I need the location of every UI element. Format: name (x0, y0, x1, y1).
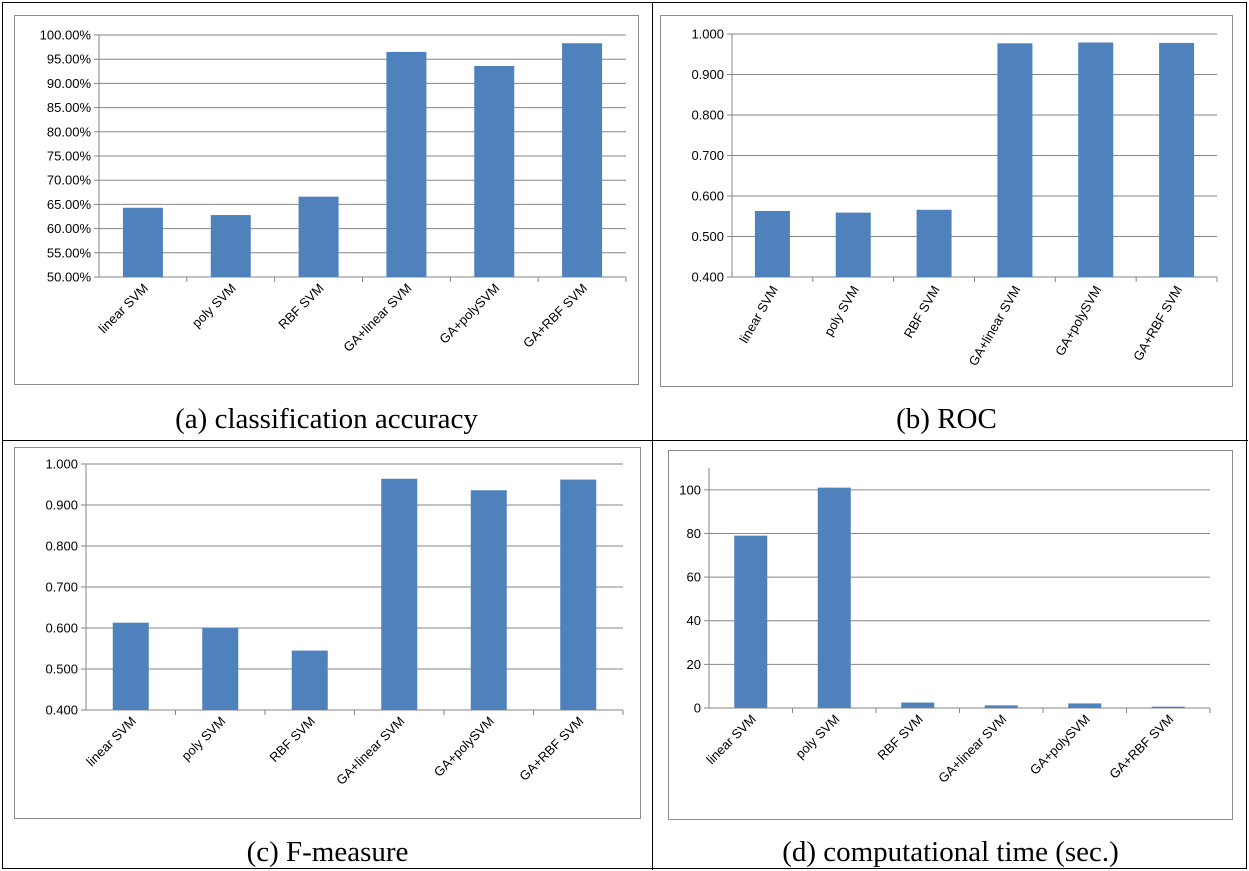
bar (381, 478, 418, 710)
y-tick-label: 0.600 (691, 189, 724, 204)
bar (1068, 703, 1102, 708)
y-tick-label: 75.00% (47, 149, 92, 164)
chart-svg: 50.00% 55.00% 60.00% 65.00% 70.00% 75.00% 80.0… (40, 28, 627, 355)
x-category-label: GA+linear SVM (935, 712, 1009, 786)
bar (901, 702, 935, 708)
y-tick-label: 0.400 (691, 270, 724, 285)
y-tick-label: 60.00% (47, 221, 92, 236)
bar (997, 43, 1033, 277)
y-tick-label: 0.600 (45, 621, 78, 636)
bar (562, 43, 603, 278)
x-category-label: RBF SVM (266, 714, 317, 765)
y-tick-label: 60 (687, 570, 701, 585)
grid-divider-horizontal (3, 440, 1248, 441)
bar (560, 479, 597, 710)
bar (291, 650, 328, 710)
x-category-label: poly SVM (178, 714, 228, 764)
y-tick-label: 70.00% (47, 173, 92, 188)
y-tick-label: 1.000 (45, 457, 78, 472)
x-category-label: GA+RBF SVM (1130, 283, 1185, 363)
x-category-label: GA+polySVM (436, 281, 502, 347)
bar (112, 622, 149, 710)
y-tick-label: 0.700 (691, 148, 724, 163)
computational-time-chart: 0 20 40 60 80 100 linear SVM poly SVM RBF SVM GA+… (668, 450, 1233, 820)
x-category-label: GA+linear SVM (966, 283, 1024, 368)
x-category-label: poly SVM (792, 712, 842, 762)
x-category-label: poly SVM (821, 283, 862, 339)
y-tick-label: 80.00% (47, 124, 92, 139)
y-tick-label: 85.00% (47, 100, 92, 115)
bar (754, 210, 790, 277)
f-measure-chart: 0.400 0.500 0.600 0.700 0.800 0.900 1.000 linea… (14, 447, 641, 819)
bar (470, 490, 507, 710)
bar (984, 705, 1018, 708)
x-category-label: linear SVM (703, 712, 759, 768)
caption-computational-time: (d) computational time (sec.) (782, 836, 1119, 868)
chart-svg: 0.400 0.500 0.600 0.700 0.800 0.900 1.000 linea… (691, 27, 1218, 368)
caption-roc: (b) ROC (896, 403, 997, 435)
y-tick-label: 80 (687, 526, 701, 541)
x-category-label: GA+linear SVM (333, 714, 407, 788)
y-tick-label: 100 (679, 482, 701, 497)
y-tick-label: 0.800 (691, 108, 724, 123)
y-tick-label: 0.400 (45, 703, 78, 718)
y-tick-label: 95.00% (47, 52, 92, 67)
roc-chart: 0.400 0.500 0.600 0.700 0.800 0.900 1.000 linea… (660, 15, 1233, 387)
x-category-label: RBF SVM (874, 712, 925, 763)
y-tick-label: 40 (687, 613, 701, 628)
bar (210, 215, 251, 277)
bar (1159, 42, 1195, 277)
y-tick-label: 0.800 (45, 539, 78, 554)
chart-svg: 0.400 0.500 0.600 0.700 0.800 0.900 1.000 linea… (45, 457, 624, 788)
y-tick-label: 100.00% (40, 28, 92, 43)
y-tick-label: 90.00% (47, 76, 92, 91)
y-tick-label: 0.900 (45, 498, 78, 513)
bar (817, 487, 851, 708)
x-category-label: poly SVM (189, 281, 239, 331)
bar (202, 628, 239, 710)
y-tick-label: 65.00% (47, 197, 92, 212)
y-tick-label: 0.500 (691, 229, 724, 244)
x-category-label: GA+polySVM (1027, 712, 1093, 778)
y-tick-label: 55.00% (47, 245, 92, 260)
bar (474, 65, 515, 277)
x-category-label: linear SVM (83, 714, 139, 770)
x-category-label: linear SVM (95, 281, 151, 337)
x-category-label: GA+RBF SVM (520, 281, 590, 351)
bar (1151, 706, 1185, 708)
accuracy-chart: 50.00% 55.00% 60.00% 65.00% 70.00% 75.00% 80.0… (14, 15, 639, 385)
bar (1078, 42, 1114, 277)
bar (835, 212, 871, 277)
caption-f-measure: (c) F-measure (246, 836, 409, 868)
y-tick-label: 0 (694, 701, 701, 716)
x-category-label: RBF SVM (901, 283, 943, 341)
x-category-label: RBF SVM (275, 281, 326, 332)
x-category-label: GA+RBF SVM (516, 714, 586, 784)
x-category-label: GA+linear SVM (340, 281, 414, 355)
bar (298, 196, 339, 277)
x-category-label: GA+polySVM (431, 714, 497, 780)
y-tick-label: 0.700 (45, 580, 78, 595)
y-tick-label: 0.500 (45, 662, 78, 677)
x-category-label: GA+RBF SVM (1106, 712, 1176, 782)
caption-classification-accuracy: (a) classification accuracy (175, 403, 478, 435)
y-tick-label: 1.000 (691, 27, 724, 42)
bar (122, 207, 163, 277)
x-category-label: GA+polySVM (1052, 283, 1104, 358)
y-tick-label: 50.00% (47, 270, 92, 285)
x-category-label: linear SVM (736, 283, 781, 346)
y-tick-label: 20 (687, 657, 701, 672)
bar (386, 51, 427, 277)
bar (916, 209, 952, 277)
grid-divider-vertical (652, 3, 653, 870)
y-tick-label: 0.900 (691, 67, 724, 82)
bar (734, 535, 768, 708)
